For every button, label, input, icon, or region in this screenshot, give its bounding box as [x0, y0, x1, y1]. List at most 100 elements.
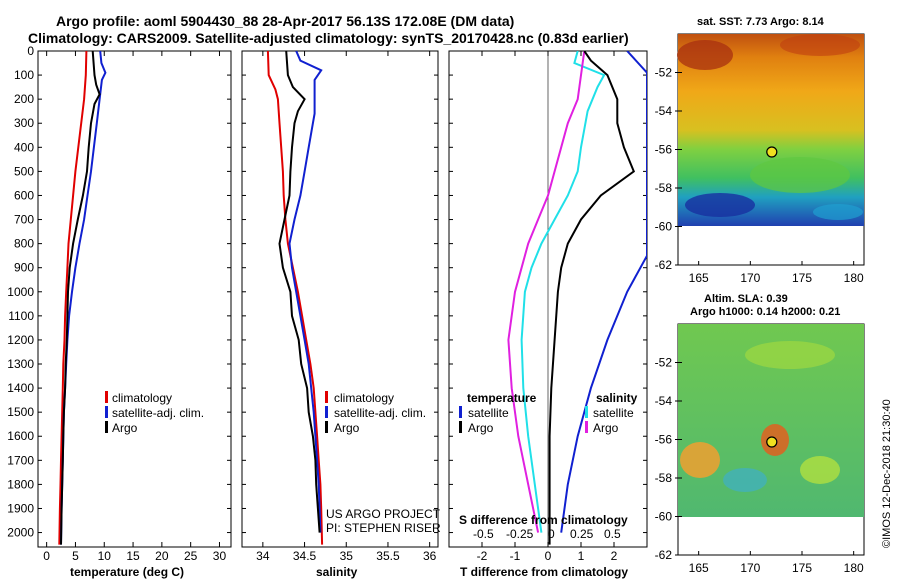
secondary-tick-label: -0.5	[473, 527, 494, 541]
salinity-legend: climatology satellite-adj. clim. Argo	[325, 391, 426, 435]
y-tick-label: 1700	[7, 453, 34, 467]
temperature-x-axis: 0 5 10 15 20 25 30	[43, 51, 226, 563]
y-tick-label: 600	[14, 188, 34, 202]
salinity-difference-legend: salinity satellite Argo	[585, 391, 638, 435]
y-tick-label: 900	[14, 261, 34, 275]
sst-warm-patch	[780, 34, 860, 56]
sst-cold-patch	[813, 204, 863, 220]
x-tick-label: -2	[477, 549, 488, 563]
salinity-climatology-line	[266, 51, 324, 545]
x-tick-label: 5	[72, 549, 79, 563]
y-tick-label: 1600	[7, 429, 34, 443]
salinity-y-ticks	[242, 50, 438, 534]
legend-label-satellite: satellite-adj. clim.	[112, 406, 204, 420]
secondary-tick-label: 0.25	[570, 527, 594, 541]
argo-float-marker	[766, 146, 778, 158]
sla-patch	[745, 341, 835, 369]
map-y-tick-label: -52	[655, 356, 673, 370]
legend-swatch-s-satellite	[585, 406, 588, 418]
salinity-x-axis: 34 34.5 35 35.5 36	[256, 51, 437, 563]
sla-low-patch	[723, 468, 767, 492]
x-tick-label: 25	[184, 549, 198, 563]
map-y-tick-label: -54	[655, 394, 673, 408]
x-tick-label: 20	[155, 549, 169, 563]
sst-cold-patch	[685, 193, 755, 217]
map-x-tick-label: 165	[689, 271, 709, 285]
temperature-xlabel: temperature (deg C)	[70, 565, 184, 579]
x-tick-label: 0	[43, 549, 50, 563]
secondary-tick-label: 0.5	[604, 527, 621, 541]
temperature-climatology-line	[58, 51, 88, 545]
y-tick-label: 100	[14, 68, 34, 82]
map-y-tick-label: -58	[655, 181, 673, 195]
legend-swatch-argo	[105, 421, 108, 433]
legend-label-climatology: climatology	[334, 391, 394, 405]
y-tick-label: 700	[14, 213, 34, 227]
legend-swatch-climatology	[105, 391, 108, 403]
map-y-tick-label: -60	[655, 510, 673, 524]
x-tick-label: 2	[611, 549, 618, 563]
salinity-axes-frame	[241, 50, 439, 548]
figure-title-line2: Climatology: CARS2009. Satellite-adjuste…	[28, 30, 629, 46]
y-tick-label: 0	[27, 44, 34, 58]
map-x-tick-label: 180	[844, 271, 864, 285]
y-tick-label: 400	[14, 140, 34, 154]
legend-label-t-satellite: satellite	[468, 406, 509, 420]
y-tick-label: 1300	[7, 357, 34, 371]
difference-x-axis: -2 -1 0 1 2	[477, 51, 618, 563]
salinity-panel: 34 34.5 35 35.5 36 salinity climatology sate…	[241, 50, 441, 579]
x-tick-label: 1	[578, 549, 585, 563]
x-tick-label: 34.5	[293, 549, 317, 563]
y-tick-label: 1800	[7, 477, 34, 491]
map-x-tick-label: 175	[792, 271, 812, 285]
sla-map-subtitle: Argo h1000: 0.14 h2000: 0.21	[690, 306, 840, 318]
legend-swatch-t-satellite	[459, 406, 462, 418]
sla-map-axes: 165 170 175 180 -52 -54 -56 -58 -60 -62	[655, 356, 864, 576]
map-y-tick-label: -62	[655, 258, 673, 272]
x-tick-label: 15	[126, 549, 140, 563]
map-x-tick-label: 175	[792, 561, 812, 575]
temperature-argo-line	[60, 51, 101, 545]
salinity-satellite-difference-line	[520, 51, 606, 533]
map-y-tick-label: -60	[655, 220, 673, 234]
temperature-difference-legend: temperature satellite Argo	[459, 391, 537, 435]
legend-swatch-s-argo	[585, 421, 588, 433]
legend-label-argo: Argo	[112, 421, 138, 435]
legend-swatch-argo	[325, 421, 328, 433]
figure-title-line1: Argo profile: aoml 5904430_88 28-Apr-201…	[56, 13, 514, 29]
legend-label-t-argo: Argo	[468, 421, 494, 435]
map-y-tick-label: -58	[655, 471, 673, 485]
x-tick-label: -1	[510, 549, 521, 563]
temperature-legend: climatology satellite-adj. clim. Argo	[105, 391, 204, 435]
x-tick-label: 35.5	[376, 549, 400, 563]
project-annotation: US ARGO PROJECT	[326, 507, 441, 521]
legend-swatch-satellite	[105, 406, 108, 418]
secondary-x-ticks: -0.5 -0.25 0 0.25 0.5	[473, 527, 621, 541]
salinity-satellite-line	[288, 51, 323, 533]
x-tick-label: 36	[423, 549, 437, 563]
map-x-tick-label: 170	[740, 271, 760, 285]
legend-label-climatology: climatology	[112, 391, 172, 405]
secondary-tick-label: 0	[548, 527, 555, 541]
sla-map-title: Altim. SLA: 0.39	[704, 293, 788, 305]
difference-xlabel: T difference from climatology	[460, 565, 628, 579]
x-tick-label: 35	[340, 549, 354, 563]
legend-swatch-satellite	[325, 406, 328, 418]
legend-label-s-satellite: satellite	[593, 406, 634, 420]
secondary-tick-label: -0.25	[506, 527, 534, 541]
legend-swatch-climatology	[325, 391, 328, 403]
salinity-argo-line	[278, 51, 321, 533]
difference-panel: -2 -1 0 1 2 T difference from climatology S …	[448, 50, 648, 579]
y-tick-label: 300	[14, 116, 34, 130]
sst-map-axes: 165 170 175 180 -52 -54 -56 -58 -60 -62	[655, 66, 864, 286]
temperature-panel: 0100200300400500600700800900100011001200…	[7, 44, 232, 579]
sla-patch	[800, 456, 840, 484]
legend-title-salinity: salinity	[596, 391, 638, 405]
sst-warm-patch	[677, 40, 733, 70]
temperature-argo-difference-line	[548, 51, 636, 545]
sla-high-patch	[680, 442, 720, 478]
legend-label-argo: Argo	[334, 421, 360, 435]
depth-axis: 0 100 200 300 400 500 600 700 800 900 1000 1100 1200…	[7, 44, 231, 540]
legend-label-satellite: satellite-adj. clim.	[334, 406, 426, 420]
